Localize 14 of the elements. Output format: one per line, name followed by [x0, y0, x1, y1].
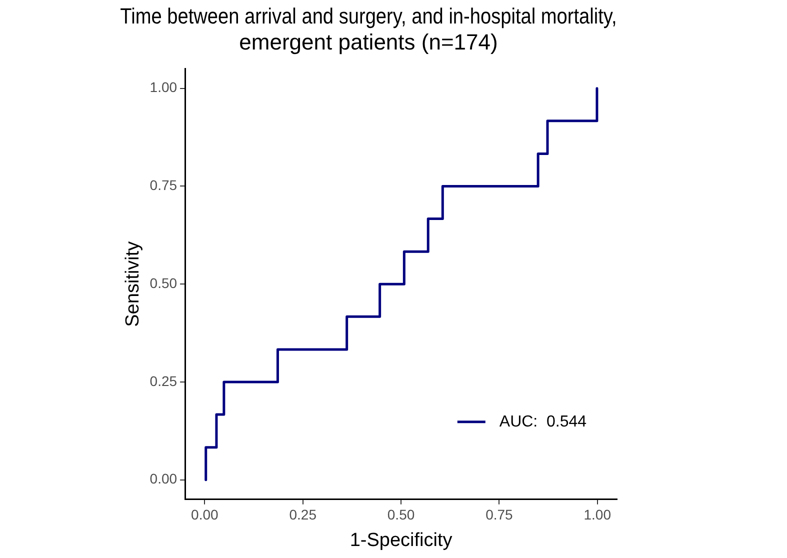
y-tick-label: 0.25 [150, 372, 178, 389]
legend-label: AUC: 0.544 [499, 413, 587, 430]
x-tick-label: 1.00 [584, 506, 612, 523]
y-tick-label: 0.00 [150, 470, 178, 487]
x-tick-label: 0.00 [191, 506, 219, 523]
y-tick-label: 0.50 [150, 274, 178, 291]
y-tick-label: 1.00 [150, 79, 178, 96]
x-tick-label: 0.50 [387, 506, 415, 523]
chart-title: Time between arrival and surgery, and in-hospital mortality, emergent patients (n=174) [120, 4, 617, 55]
x-axis-title: 1-Specificity [350, 530, 453, 551]
x-tick-label: 0.75 [486, 506, 514, 523]
y-axis-title: Sensitivity [122, 240, 144, 327]
x-tick-label: 0.25 [289, 506, 317, 523]
y-tick-label: 0.75 [150, 177, 178, 194]
